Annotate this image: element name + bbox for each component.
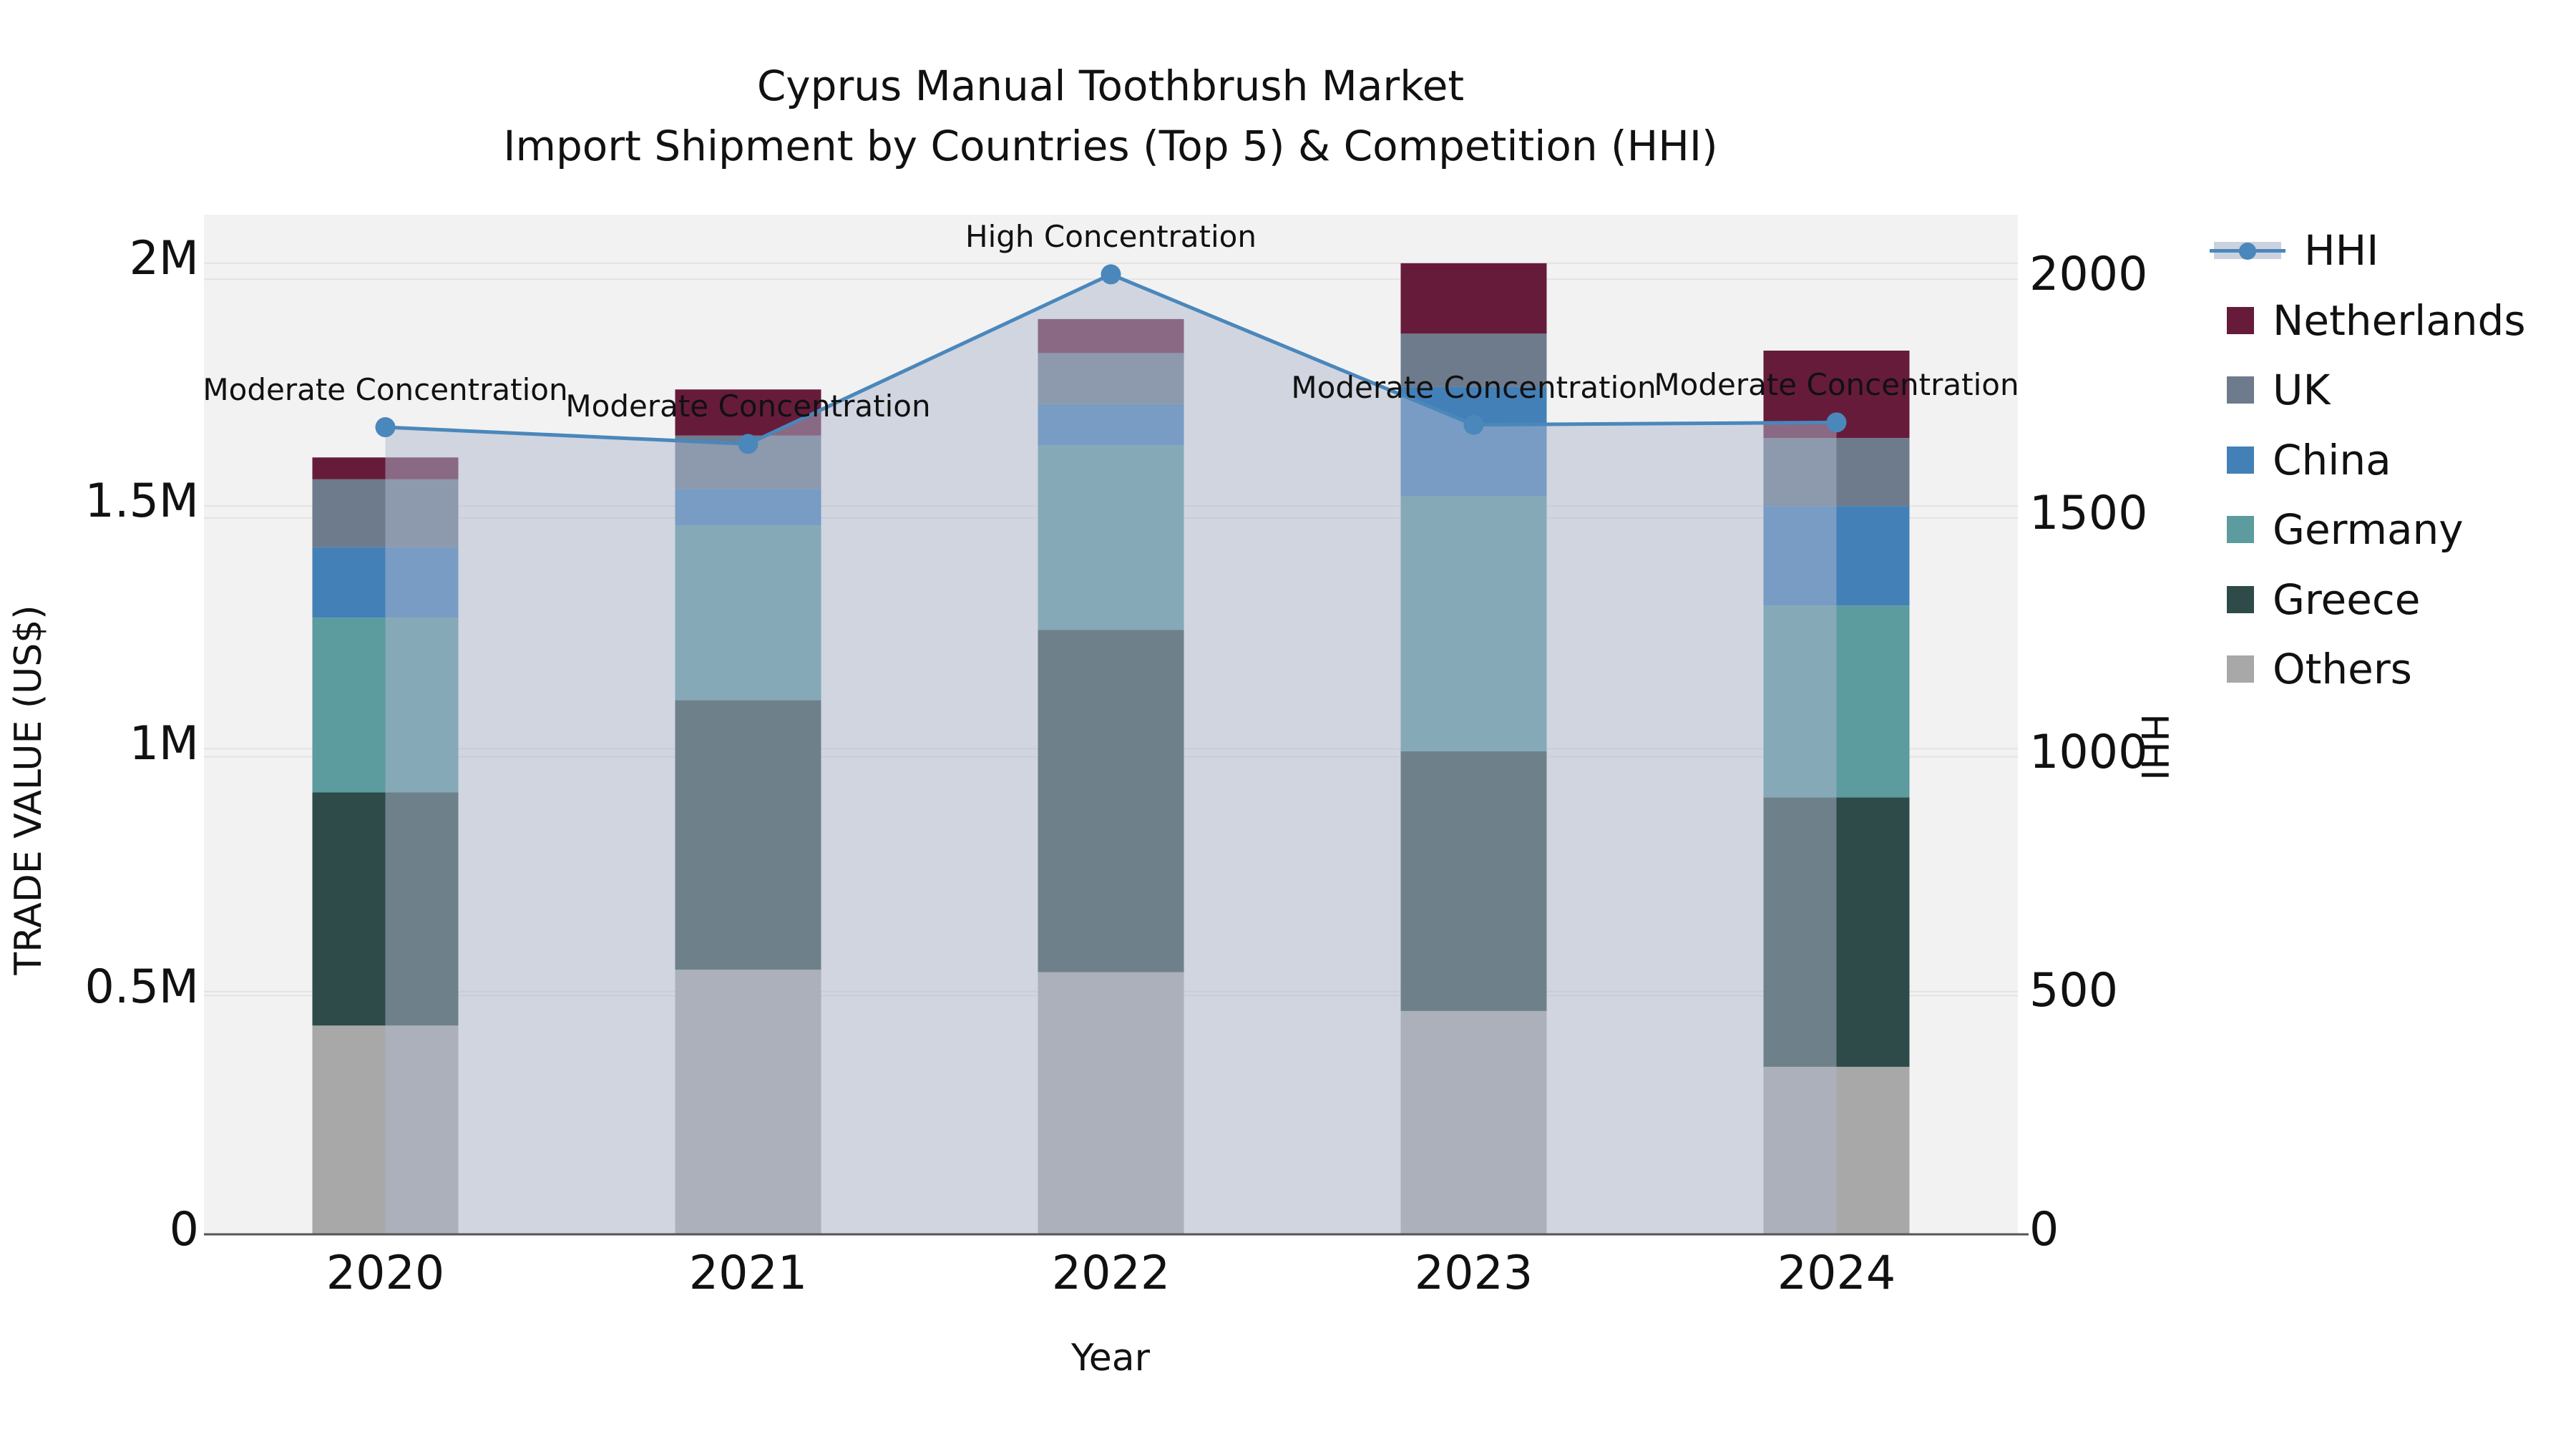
hhi-line-sample-icon: [2210, 237, 2285, 264]
legend-label-china: China: [2273, 435, 2391, 484]
legend-item-china: China: [2215, 433, 2391, 487]
left-tick-2M: 2M: [129, 231, 199, 286]
legend-swatch-greece: [2227, 585, 2254, 613]
legend-label-hhi: HHI: [2304, 226, 2379, 275]
legend-label-others: Others: [2273, 645, 2412, 693]
annotation-2023: Moderate Concentration: [1291, 369, 1657, 405]
annotation-2021: Moderate Concentration: [565, 389, 931, 424]
chart-title-line1: Cyprus Manual Toothbrush Market: [756, 62, 1465, 110]
legend-swatch-uk: [2227, 376, 2254, 404]
right-tick-1500: 1500: [2029, 486, 2148, 540]
hhi-marker-2024: [1826, 412, 1847, 433]
right-tick-2000: 2000: [2029, 248, 2148, 302]
x-tick-2024: 2024: [1777, 1246, 1896, 1300]
legend-label-uk: UK: [2273, 366, 2331, 414]
legend-item-germany: Germany: [2215, 502, 2464, 557]
bar-segment-netherlands-2023: [1400, 263, 1547, 334]
legend-swatch-netherlands: [2227, 306, 2254, 334]
hhi-marker-2020: [375, 417, 396, 438]
legend-label-netherlands: Netherlands: [2273, 296, 2526, 345]
legend-item-hhi: HHI: [2210, 223, 2379, 278]
chart-title: Cyprus Manual Toothbrush Market Import S…: [395, 56, 1826, 176]
annotation-2024: Moderate Concentration: [1654, 367, 2019, 403]
left-tick-1M: 1M: [129, 717, 199, 771]
legend-label-germany: Germany: [2273, 505, 2464, 554]
legend-swatch-china: [2227, 446, 2254, 474]
legend-item-others: Others: [2215, 642, 2412, 696]
left-tick-0: 0: [169, 1203, 199, 1257]
legend-item-uk: UK: [2215, 363, 2331, 417]
right-tick-500: 500: [2029, 964, 2119, 1018]
right-tick-1000: 1000: [2029, 725, 2148, 779]
hhi-area-fill: [385, 274, 1837, 1234]
legend-item-greece: Greece: [2215, 572, 2420, 627]
x-tick-2023: 2023: [1414, 1246, 1533, 1300]
legend-item-netherlands: Netherlands: [2215, 293, 2526, 348]
left-tick-0.5M: 0.5M: [84, 960, 199, 1014]
chart-title-line2: Import Shipment by Countries (Top 5) & C…: [503, 122, 1718, 171]
left-tick-1.5M: 1.5M: [84, 474, 199, 529]
legend-label-greece: Greece: [2273, 575, 2421, 624]
right-tick-0: 0: [2029, 1203, 2059, 1257]
x-axis-title: Year: [1070, 1337, 1151, 1380]
hhi-marker-2022: [1101, 264, 1121, 285]
annotation-2020: Moderate Concentration: [203, 372, 568, 407]
legend-swatch-others: [2227, 655, 2254, 683]
bar-segment-uk-2023: [1400, 333, 1547, 387]
annotation-2022: High Concentration: [965, 219, 1257, 255]
x-tick-2021: 2021: [688, 1246, 808, 1300]
legend-swatch-germany: [2227, 516, 2254, 543]
x-tick-2020: 2020: [326, 1246, 445, 1300]
hhi-marker-2021: [738, 434, 758, 454]
x-tick-2022: 2022: [1051, 1246, 1171, 1300]
hhi-marker-2023: [1463, 414, 1484, 435]
